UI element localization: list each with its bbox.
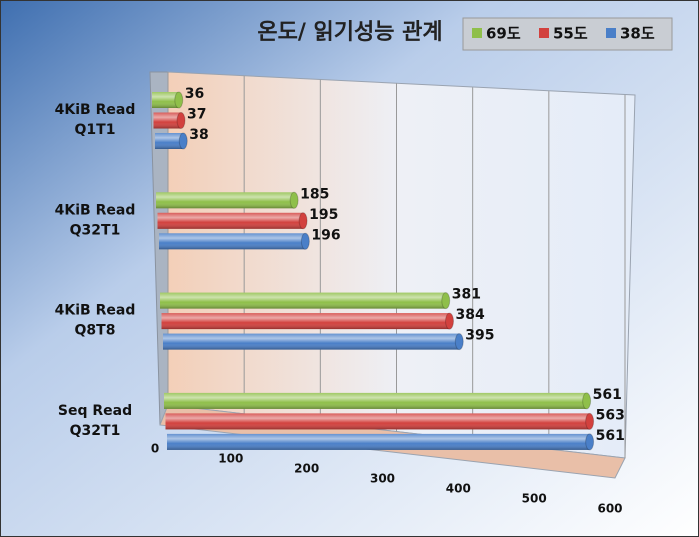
legend-label: 38도: [620, 25, 655, 43]
bar-shine: [163, 333, 460, 350]
legend-label: 69도: [486, 25, 521, 43]
value-label: 185: [300, 186, 329, 202]
bar-cap: [298, 212, 308, 230]
bar-shine: [155, 133, 184, 149]
bar-shine: [156, 192, 295, 209]
value-label: 36: [185, 86, 204, 102]
value-label: 196: [311, 227, 340, 243]
bar-shine: [159, 233, 306, 250]
bar-shine: [160, 292, 446, 309]
value-label: 195: [309, 207, 338, 223]
bar-cap: [585, 433, 595, 451]
bar-shine: [167, 433, 590, 450]
value-label: 381: [452, 287, 481, 303]
x-tick-label: 600: [597, 502, 622, 516]
bar-cap: [178, 132, 188, 150]
value-label: 37: [187, 107, 206, 123]
bar-cap: [441, 292, 451, 310]
value-label: 38: [189, 127, 208, 143]
x-tick-label: 500: [522, 492, 547, 506]
legend-swatch: [606, 28, 616, 38]
value-label: 563: [596, 407, 625, 423]
legend-swatch: [539, 28, 549, 38]
category-label: 4KiB Read Q1T1: [55, 102, 136, 138]
bar-shine: [165, 413, 590, 430]
bar-cap: [445, 312, 454, 330]
x-tick-label: 400: [446, 482, 471, 496]
value-label: 561: [593, 387, 622, 403]
x-tick-label: 0: [151, 442, 159, 456]
bar-cap: [174, 91, 184, 109]
chart-title: 온도/ 읽기성능 관계: [257, 20, 442, 45]
bar-cap: [176, 112, 186, 129]
bar-shine: [164, 392, 587, 409]
x-tick-label: 200: [294, 462, 319, 476]
value-label: 384: [456, 307, 485, 323]
bar-shine: [152, 92, 179, 108]
category-label: 4KiB Read Q8T8: [55, 303, 136, 339]
value-label: 395: [465, 328, 494, 344]
bar-cap: [289, 191, 299, 209]
legend: [462, 17, 673, 51]
legend-label: 55도: [553, 25, 588, 43]
value-label: 561: [596, 428, 625, 444]
category-label: 4KiB Read Q32T1: [55, 202, 136, 238]
bar-shine: [161, 313, 450, 330]
bar-cap: [582, 392, 592, 410]
x-tick-label: 300: [370, 472, 395, 486]
bar-shine: [157, 212, 304, 229]
bar-shine: [153, 112, 182, 129]
category-label: Seq Read Q32T1: [58, 403, 132, 439]
bar-cap: [300, 232, 310, 250]
legend-swatch: [472, 28, 482, 38]
bar-cap: [585, 412, 595, 430]
bar-cap: [454, 333, 464, 351]
x-tick-label: 100: [218, 452, 243, 466]
